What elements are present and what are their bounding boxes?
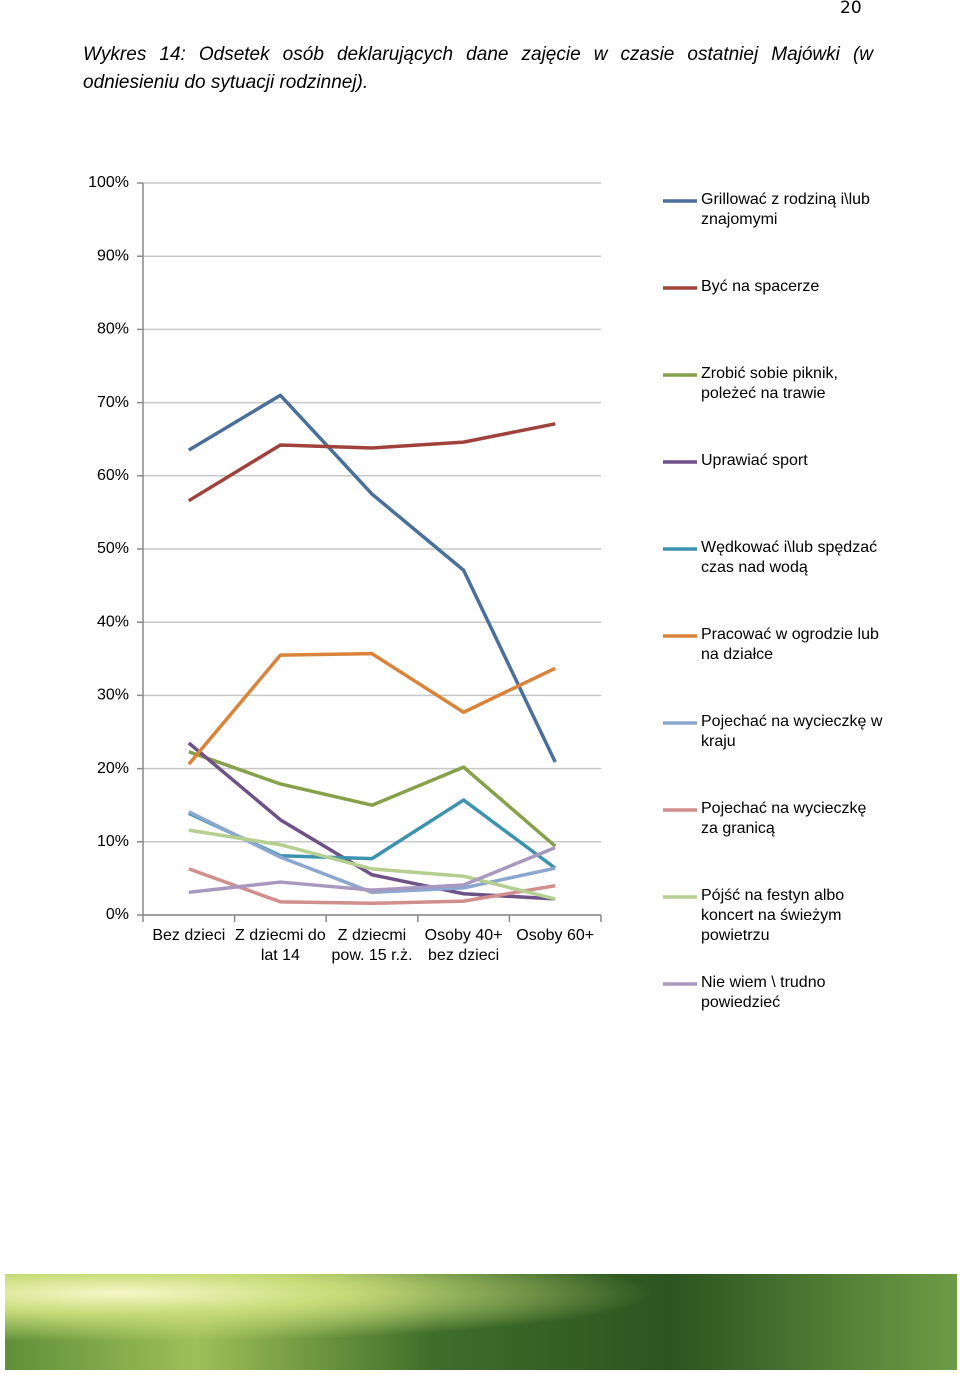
y-tick-label: 90% (97, 247, 129, 264)
y-tick-label: 80% (97, 321, 129, 338)
series-line (187, 651, 556, 766)
legend-label: Być na spacerze (701, 278, 820, 295)
legend-label: Uprawiać sport (701, 452, 808, 469)
y-tick-label: 0% (106, 906, 129, 923)
banner-image (5, 1274, 957, 1370)
legend-label: Grillować z rodziną i\lub znajomymi (701, 191, 870, 228)
series-line (188, 828, 556, 901)
y-tick-label: 100% (88, 174, 129, 191)
y-tick-label: 50% (97, 540, 129, 557)
legend-label: Nie wiem \ trudno powiedzieć (701, 974, 826, 1011)
y-tick-label: 30% (97, 687, 129, 704)
legend-label: Pójść na festyn albo koncert na świeżym … (701, 887, 845, 944)
y-tick-label: 40% (97, 613, 129, 630)
legend-label: Wędkować i\lub spędzać czas nad wodą (701, 539, 878, 576)
y-tick-label: 70% (97, 394, 129, 411)
y-tick-label: 10% (97, 833, 129, 850)
x-tick-label: Z dziecmi do lat 14 (235, 927, 326, 964)
legend-label: Pojechać na wycieczkę za granicą (701, 800, 867, 837)
series-line (188, 798, 557, 870)
x-tick-label: Osoby 60+ (516, 927, 595, 944)
caption: Wykres 14: Odsetek osób deklarujących da… (83, 44, 873, 93)
y-tick-label: 60% (97, 467, 129, 484)
x-tick-label: Osoby 40+ bez dzieci (424, 927, 503, 964)
series-line (188, 810, 556, 895)
series-line (188, 750, 557, 848)
y-tick-label: 20% (97, 760, 129, 777)
legend-label: Zrobić sobie piknik, poleżeć na trawie (701, 365, 838, 402)
x-tick-label: Z dziecmi pow. 15 r.ż. (331, 927, 413, 964)
legend-label: Pracować w ogrodzie lub na działce (701, 626, 879, 663)
page-number: 20 (840, 0, 862, 18)
series-line (188, 867, 556, 906)
series-line (187, 741, 556, 901)
series-line (188, 846, 556, 895)
x-tick-label: Bez dzieci (152, 927, 226, 944)
series-line (187, 393, 557, 763)
legend-label: Pojechać na wycieczkę w kraju (701, 713, 883, 750)
series-line (187, 422, 556, 503)
